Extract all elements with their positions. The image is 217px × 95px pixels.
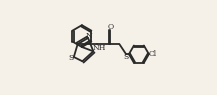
Text: Cl: Cl bbox=[148, 50, 156, 58]
Text: O: O bbox=[107, 23, 113, 31]
Text: NH: NH bbox=[93, 44, 106, 52]
Text: S: S bbox=[69, 54, 74, 62]
Text: S: S bbox=[123, 53, 128, 61]
Text: N: N bbox=[85, 32, 92, 40]
